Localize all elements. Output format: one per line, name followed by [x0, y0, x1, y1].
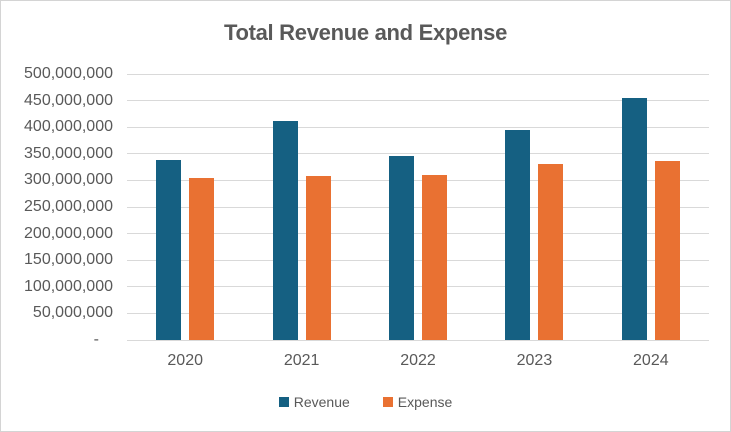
plot-area: [127, 73, 709, 341]
x-axis-tick-label: 2022: [400, 352, 436, 369]
category-group-2024: [593, 74, 709, 340]
y-axis-tick-label: 500,000,000: [24, 65, 113, 82]
gridline: [127, 153, 709, 155]
category-group-2021: [243, 74, 359, 340]
x-axis-tick-label: 2023: [516, 352, 553, 369]
x-axis-tick-label: 2021: [283, 352, 320, 369]
gridline: [127, 206, 709, 208]
y-axis-tick-label: 450,000,000: [24, 91, 113, 109]
legend-item-revenue: Revenue: [278, 394, 350, 410]
expense-bar-2022: [422, 174, 448, 340]
y-axis-tick-label: 250,000,000: [24, 198, 113, 215]
y-axis-tick-label: 200,000,000: [24, 224, 113, 242]
legend-item-expense: Expense: [382, 394, 453, 410]
x-axis-tick-label: 2020: [167, 352, 203, 369]
expense-bar-2020: [189, 178, 215, 340]
revenue-bar-2024: [621, 97, 647, 340]
legend-label: Expense: [397, 394, 453, 410]
y-axis-tick-label: 150,000,000: [24, 251, 113, 269]
category-group-2023: [476, 74, 592, 340]
gridline: [127, 233, 709, 235]
gridline: [127, 312, 709, 314]
expense-bar-2023: [538, 164, 564, 340]
gridline: [127, 339, 709, 341]
y-axis-tick-label: -: [93, 331, 99, 348]
revenue-bar-2020: [156, 159, 182, 340]
revenue-swatch-icon: [278, 397, 289, 407]
gridline: [127, 73, 709, 75]
y-axis-tick-label: 300,000,000: [24, 171, 113, 189]
y-axis-tick-label: 50,000,000: [32, 304, 113, 322]
chart-title: Total Revenue and Expense: [223, 20, 508, 45]
gridline: [127, 100, 709, 102]
legend-label: Revenue: [293, 394, 350, 410]
y-axis-tick-label: 100,000,000: [24, 277, 113, 295]
revenue-bar-2023: [505, 130, 531, 340]
expense-bar-2021: [305, 176, 331, 340]
revenue-bar-2022: [389, 155, 415, 340]
y-axis-tick-label: 350,000,000: [24, 144, 113, 162]
bars-row: [127, 74, 709, 340]
gridline: [127, 126, 709, 128]
x-axis-tick-label: 2024: [633, 352, 669, 369]
x-axis: 2020 2021 2022 2023 2024: [127, 352, 709, 370]
expense-swatch-icon: [382, 397, 393, 407]
y-axis-tick-label: 400,000,000: [24, 118, 113, 136]
y-axis: 500,000,000 450,000,000 400,000,000 350,000…: [1, 65, 113, 348]
gridline: [127, 259, 709, 261]
revenue-bar-2021: [272, 120, 298, 340]
category-group-2022: [360, 74, 476, 340]
category-group-2020: [127, 74, 243, 340]
gridline: [127, 286, 709, 288]
expense-bar-2024: [654, 161, 680, 340]
legend: Revenue Expense: [1, 394, 730, 410]
gridline: [127, 179, 709, 181]
